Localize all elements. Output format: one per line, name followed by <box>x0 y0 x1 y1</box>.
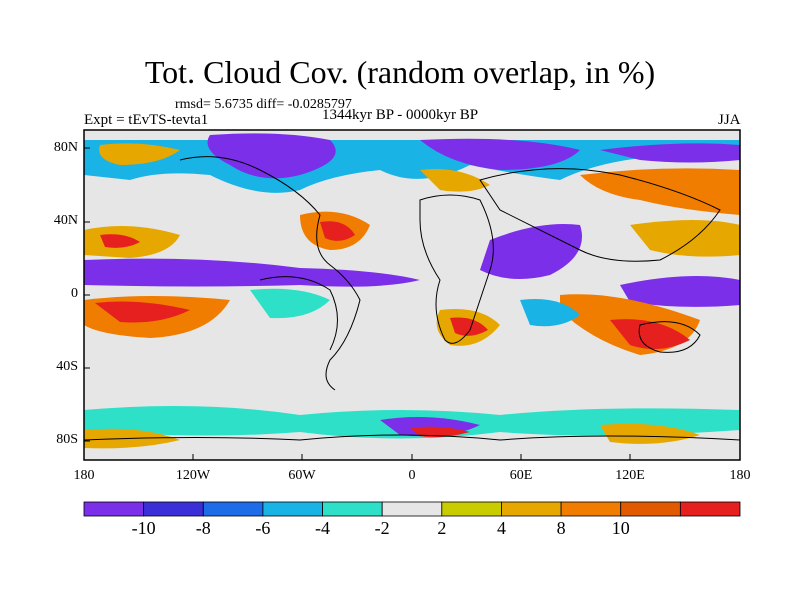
lon-label: 60E <box>509 468 533 483</box>
season-label: JJA <box>718 112 741 128</box>
colorbar-label: -8 <box>195 518 211 538</box>
period-label: 1344kyr BP - 0000kyr BP <box>322 107 479 123</box>
lon-label: 180 <box>729 468 751 483</box>
axis-ticks <box>84 147 631 460</box>
lon-label: 0 <box>408 468 416 483</box>
colorbar-label: -10 <box>131 518 156 538</box>
colorbar-label: -2 <box>374 518 390 538</box>
colorbar-swatch <box>441 501 502 517</box>
colorbar-label: 4 <box>496 518 506 538</box>
stats-line: rmsd= 5.6735 diff= -0.0285797 <box>175 97 352 112</box>
lon-label: 180 <box>73 468 95 483</box>
map-title: Tot. Cloud Cov. (random overlap, in %) <box>144 54 656 90</box>
colorbar-label: 10 <box>611 518 630 538</box>
colorbar-label: -4 <box>315 518 331 538</box>
colorbar-swatch <box>202 501 264 517</box>
colorbar-swatch <box>381 501 443 517</box>
colorbar <box>83 501 741 517</box>
colorbar-swatch <box>143 501 204 517</box>
experiment-label: Expt = tEvTS-tevta1 <box>84 112 209 128</box>
colorbar-label: 8 <box>556 518 566 538</box>
cloud-cover-field <box>84 130 740 460</box>
colorbar-swatch <box>83 501 145 517</box>
lat-label: 40S <box>56 359 78 374</box>
colorbar-swatch <box>620 501 681 517</box>
colorbar-swatch <box>560 501 622 517</box>
lat-label: 40N <box>53 213 78 228</box>
lat-label: 80S <box>56 432 78 447</box>
lat-label: 0 <box>71 286 78 301</box>
lon-label: 120W <box>175 468 211 483</box>
colorbar-swatch <box>322 501 383 517</box>
coastlines <box>84 156 740 441</box>
colorbar-swatch <box>262 501 323 517</box>
colorbar-swatch <box>501 501 562 517</box>
lon-label: 60W <box>288 468 316 483</box>
lon-label: 120E <box>615 468 645 483</box>
colorbar-label: -6 <box>255 518 271 538</box>
lat-label: 80N <box>53 140 78 155</box>
colorbar-swatch <box>679 501 741 517</box>
colorbar-label: 2 <box>437 518 447 538</box>
